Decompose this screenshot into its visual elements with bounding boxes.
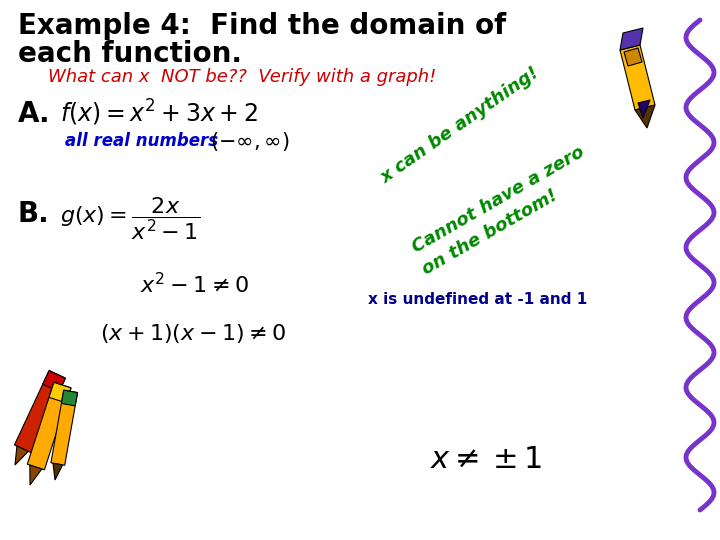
Text: on the bottom!: on the bottom! <box>419 186 561 278</box>
Polygon shape <box>49 382 71 403</box>
Text: $(-\infty,\infty)$: $(-\infty,\infty)$ <box>210 130 289 153</box>
Text: B.: B. <box>18 200 50 228</box>
Polygon shape <box>635 105 655 128</box>
Text: What can x  NOT be??  Verify with a graph!: What can x NOT be?? Verify with a graph! <box>48 68 436 86</box>
Text: x is undefined at -1 and 1: x is undefined at -1 and 1 <box>368 292 588 307</box>
Polygon shape <box>27 382 71 470</box>
Text: $x^2-1\neq 0$: $x^2-1\neq 0$ <box>140 272 249 297</box>
Text: $x\neq\pm 1$: $x\neq\pm 1$ <box>430 445 542 474</box>
Text: Example 4:  Find the domain of: Example 4: Find the domain of <box>18 12 506 40</box>
Polygon shape <box>53 463 63 480</box>
Polygon shape <box>14 370 66 453</box>
Text: $(x+1)(x-1)\neq 0$: $(x+1)(x-1)\neq 0$ <box>100 322 286 345</box>
Text: all real numbers: all real numbers <box>65 132 218 150</box>
Text: x can be anything!: x can be anything! <box>377 63 543 187</box>
Polygon shape <box>624 48 642 66</box>
Polygon shape <box>51 390 78 465</box>
Polygon shape <box>638 100 650 118</box>
Text: $g(x) = \dfrac{2x}{x^2-1}$: $g(x) = \dfrac{2x}{x^2-1}$ <box>60 195 200 241</box>
Text: A.: A. <box>18 100 50 128</box>
Polygon shape <box>61 390 78 406</box>
Text: Cannot have a zero: Cannot have a zero <box>409 143 588 257</box>
Polygon shape <box>620 28 643 50</box>
Text: $f(x) = x^2 + 3x + 2$: $f(x) = x^2 + 3x + 2$ <box>60 98 258 128</box>
Polygon shape <box>42 370 66 392</box>
Polygon shape <box>620 45 655 110</box>
Polygon shape <box>15 446 28 465</box>
Text: each function.: each function. <box>18 40 242 68</box>
Polygon shape <box>30 465 42 485</box>
